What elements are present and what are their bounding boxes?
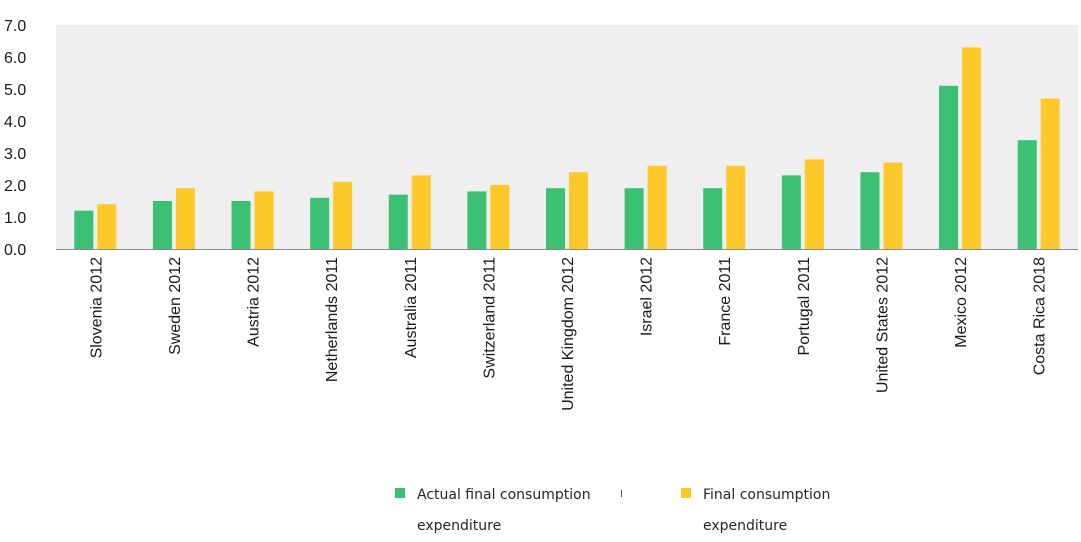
y-axis: 0.0 1.0 2.0 3.0 4.0 5.0 6.0 7.0 xyxy=(4,18,26,259)
plot-area xyxy=(56,25,1078,249)
bar-final xyxy=(97,204,117,249)
bars xyxy=(74,47,1060,250)
y-tick-label: 2.0 xyxy=(4,178,26,195)
legend-swatch-actual xyxy=(395,488,405,498)
bar-final xyxy=(333,181,353,249)
bar-final xyxy=(726,165,746,249)
bar-final xyxy=(569,172,588,249)
x-tick-label: Sweden 2012 xyxy=(167,257,184,355)
bar-actual xyxy=(546,188,565,249)
bar-final xyxy=(490,185,510,249)
x-tick-label: Australia 2011 xyxy=(403,257,420,358)
x-tick-label: Austria 2012 xyxy=(246,257,263,347)
x-tick-label: Costa Rica 2018 xyxy=(1032,257,1049,375)
bar-actual xyxy=(781,175,801,249)
bar-final xyxy=(1040,98,1060,249)
x-axis: Slovenia 2012 Sweden 2012 Austria 2012 Neth… xyxy=(56,249,1078,411)
bar-final xyxy=(254,191,274,249)
bar-actual xyxy=(467,191,487,249)
bar-final xyxy=(804,159,824,249)
bar-actual xyxy=(388,194,408,249)
bar-actual xyxy=(624,188,644,249)
legend: Actual final consumption expenditure Fin… xyxy=(0,480,1081,535)
y-tick-label: 4.0 xyxy=(4,114,26,131)
bar-actual xyxy=(74,210,94,249)
legend-label-actual: Actual final consumption expenditure xyxy=(417,487,591,534)
bar-final xyxy=(962,47,982,250)
bar-actual xyxy=(1017,140,1037,249)
bar-final xyxy=(411,175,431,249)
x-tick-label: Mexico 2012 xyxy=(953,257,970,348)
x-tick-label: Portugal 2011 xyxy=(796,257,813,356)
legend-label-final: Final consumption expenditure xyxy=(703,487,831,534)
y-tick-label: 7.0 xyxy=(4,18,26,35)
bar-actual xyxy=(939,85,959,249)
bar-actual xyxy=(860,172,880,249)
bar-actual xyxy=(152,201,172,249)
legend-item-final: Final consumption expenditure xyxy=(681,480,873,542)
bar-actual xyxy=(231,201,251,249)
x-tick-label: France 2011 xyxy=(717,257,734,346)
y-tick-label: 0.0 xyxy=(4,242,26,259)
y-tick-label: 5.0 xyxy=(4,82,26,99)
x-tick-label: Switzerland 2011 xyxy=(481,257,498,379)
bar-final xyxy=(883,162,903,249)
x-tick-label: Netherlands 2011 xyxy=(324,257,341,382)
legend-separator xyxy=(621,490,622,497)
x-tick-label: Slovenia 2012 xyxy=(88,257,105,359)
x-tick-label: United States 2012 xyxy=(874,257,891,393)
legend-item-actual: Actual final consumption expenditure xyxy=(395,480,617,542)
y-tick-label: 3.0 xyxy=(4,146,26,163)
bar-actual xyxy=(310,197,330,249)
legend-swatch-final xyxy=(681,488,691,498)
bar-actual xyxy=(703,188,723,249)
y-tick-label: 1.0 xyxy=(4,210,26,227)
bar-final xyxy=(175,188,195,249)
bar-final xyxy=(647,165,667,249)
y-tick-label: 6.0 xyxy=(4,50,26,67)
bar-chart: 0.0 1.0 2.0 3.0 4.0 5.0 6.0 7.0 Slovenia 2012 Sw… xyxy=(4,18,1078,411)
x-tick-label: United Kingdom 2012 xyxy=(560,257,577,411)
x-tick-label: Israel 2012 xyxy=(639,257,656,336)
